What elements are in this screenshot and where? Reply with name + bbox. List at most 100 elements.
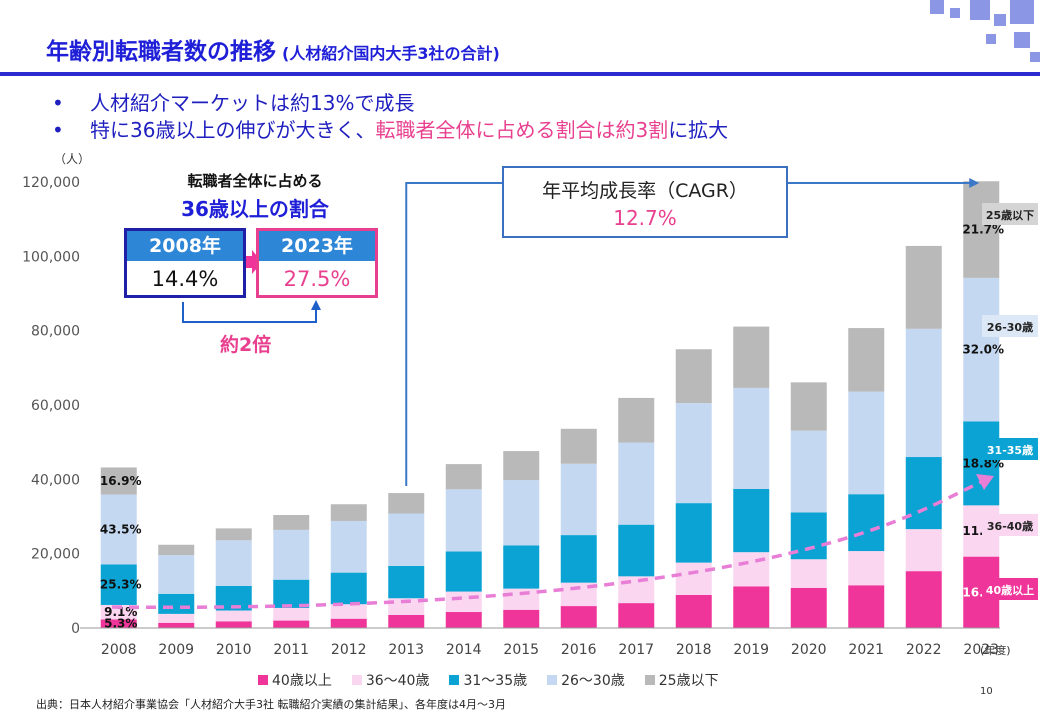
legend-swatch xyxy=(547,675,558,685)
bar-segment-26_30 xyxy=(963,277,1000,422)
bar-segment-36_40 xyxy=(445,591,482,613)
bar-segment-26_30 xyxy=(445,489,482,552)
bar-segment-26_30 xyxy=(100,494,137,565)
bar-segment-31_35 xyxy=(675,503,712,563)
y-tick-label: 0 xyxy=(71,621,80,637)
x-axis-unit: (年度) xyxy=(980,644,1011,657)
bar-segment-31_35 xyxy=(963,421,1000,506)
side-label-bg xyxy=(982,578,1038,600)
bar-segment-26_30 xyxy=(790,430,827,513)
bar-segment-31_35 xyxy=(273,579,310,608)
bar-segment-25under xyxy=(158,544,195,556)
bar-segment-31_35 xyxy=(158,593,195,614)
bar-segment-40plus xyxy=(848,585,885,628)
bar-segment-36_40 xyxy=(905,529,942,572)
percent-label: 5.3% xyxy=(104,617,137,631)
y-tick-label: 120,000 xyxy=(22,175,80,191)
bar-segment-25under xyxy=(675,349,712,404)
percent-label: 25.3% xyxy=(100,578,142,592)
bar-segment-31_35 xyxy=(388,565,425,599)
bar-segment-31_35 xyxy=(848,494,885,552)
bar-segment-31_35 xyxy=(905,457,942,530)
legend-item-26-30: 26〜30歳 xyxy=(547,670,625,690)
bar-segment-26_30 xyxy=(503,480,540,546)
x-tick-label: 2019 xyxy=(733,642,769,658)
bar-segment-26_30 xyxy=(273,529,310,580)
bullet-marker: • xyxy=(52,118,64,142)
bar-segment-40plus xyxy=(100,619,137,628)
x-tick-label: 2012 xyxy=(331,642,367,658)
page-number: 10 xyxy=(980,686,993,697)
legend-swatch xyxy=(258,675,268,685)
bar-segment-36_40 xyxy=(733,552,770,587)
legend-label: 36〜40歳 xyxy=(365,673,430,689)
y-axis-unit: （人） xyxy=(54,152,91,166)
x-tick-label: 2023 xyxy=(963,642,999,658)
side-label: 31-35歳 xyxy=(987,443,1033,457)
bar-segment-40plus xyxy=(675,594,712,628)
bar-segment-40plus xyxy=(560,606,597,628)
bar-segment-26_30 xyxy=(905,328,942,458)
side-label: 40歳以上 xyxy=(986,583,1034,597)
title-rule xyxy=(0,72,1040,76)
bar-segment-40plus xyxy=(445,612,482,628)
bar-segment-26_30 xyxy=(388,513,425,566)
bar-segment-40plus xyxy=(273,620,310,628)
bar-segment-25under xyxy=(618,397,655,443)
cagr-connector xyxy=(405,182,502,486)
ratio-heading-line1: 転職者全体に占める xyxy=(187,172,323,190)
bar-segment-40plus xyxy=(790,587,827,628)
percent-label: 43.5% xyxy=(100,523,142,537)
ratio-bracket xyxy=(182,302,317,323)
x-tick-label: 2014 xyxy=(446,642,482,658)
bullet-tail: に拡大 xyxy=(668,118,729,142)
bullet-text: 人材紹介マーケットは約13%で成長 xyxy=(90,91,415,115)
chart-legend: 40歳以上 36〜40歳 31〜35歳 26〜30歳 25歳以下 xyxy=(258,670,719,690)
ratio-bracket-arrowhead xyxy=(311,300,321,310)
bar-segment-25under xyxy=(215,528,252,541)
ratio-box-2023: 2023年 27.5% xyxy=(256,228,378,298)
ratio-box-value: 27.5% xyxy=(283,267,351,291)
bar-segment-31_35 xyxy=(445,551,482,592)
x-tick-label: 2013 xyxy=(388,642,424,658)
bar-segment-26_30 xyxy=(848,391,885,495)
bullet-list: • 人材紹介マーケットは約13%で成長 • 特に36歳以上の伸びが大きく、転職者全体… xyxy=(52,90,728,144)
x-tick-label: 2011 xyxy=(273,642,309,658)
side-label-bg xyxy=(982,514,1038,536)
bar-segment-36_40 xyxy=(215,610,252,622)
x-tick-label: 2010 xyxy=(216,642,252,658)
page-title: 年齢別転職者数の推移 (人材紹介国内大手3社の合計) xyxy=(46,32,500,66)
bar-segment-40plus xyxy=(618,603,655,628)
ratio-box-2008: 2008年 14.4% xyxy=(124,228,246,298)
ratio-box-year: 2023年 xyxy=(259,231,375,261)
multiplier-label: 約2倍 xyxy=(220,334,272,356)
legend-label: 31〜35歳 xyxy=(463,673,528,689)
title-text: 年齢別転職者数の推移 xyxy=(46,39,276,65)
corner-decoration xyxy=(890,0,1040,70)
bullet-item: • 人材紹介マーケットは約13%で成長 xyxy=(52,90,728,117)
bar-segment-25under xyxy=(273,515,310,530)
y-tick-label: 100,000 xyxy=(22,249,80,265)
bar-segment-25under xyxy=(330,504,367,521)
legend-item-40plus: 40歳以上 xyxy=(258,670,332,690)
y-tick-label: 40,000 xyxy=(31,472,80,488)
bar-segment-31_35 xyxy=(503,545,540,589)
ratio-box-year: 2008年 xyxy=(127,231,243,261)
percent-label: 16.9% xyxy=(100,474,142,488)
bar-segment-36_40 xyxy=(388,598,425,615)
side-label: 26-30歳 xyxy=(987,320,1033,334)
growth-trend-line xyxy=(111,476,991,610)
legend-label: 25歳以下 xyxy=(658,673,719,689)
ratio-box-value: 14.4% xyxy=(151,267,219,291)
bullet-marker: • xyxy=(52,91,64,115)
bar-segment-25under xyxy=(388,493,425,514)
side-label: 25歳以下 xyxy=(986,208,1034,222)
bar-segment-40plus xyxy=(388,614,425,628)
bar-segment-31_35 xyxy=(560,535,597,583)
bar-segment-31_35 xyxy=(618,524,655,577)
bar-segment-25under xyxy=(503,451,540,481)
bar-segment-36_40 xyxy=(675,562,712,595)
bar-segment-36_40 xyxy=(790,559,827,588)
percent-label: 32.0% xyxy=(962,343,1004,357)
bar-segment-25under xyxy=(445,464,482,490)
